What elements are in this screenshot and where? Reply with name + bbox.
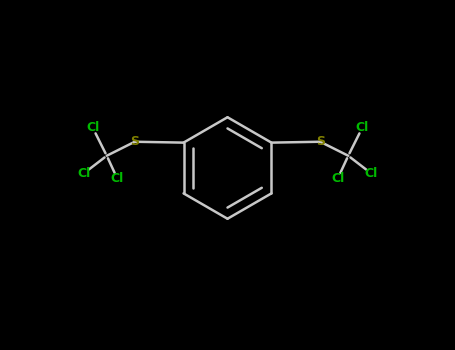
Text: Cl: Cl [331,172,344,185]
Text: Cl: Cl [77,167,91,180]
Text: Cl: Cl [86,121,99,134]
Text: Cl: Cl [111,172,124,185]
Text: Cl: Cl [356,121,369,134]
Text: Cl: Cl [364,167,378,180]
Text: S: S [130,135,139,148]
Text: S: S [316,135,325,148]
